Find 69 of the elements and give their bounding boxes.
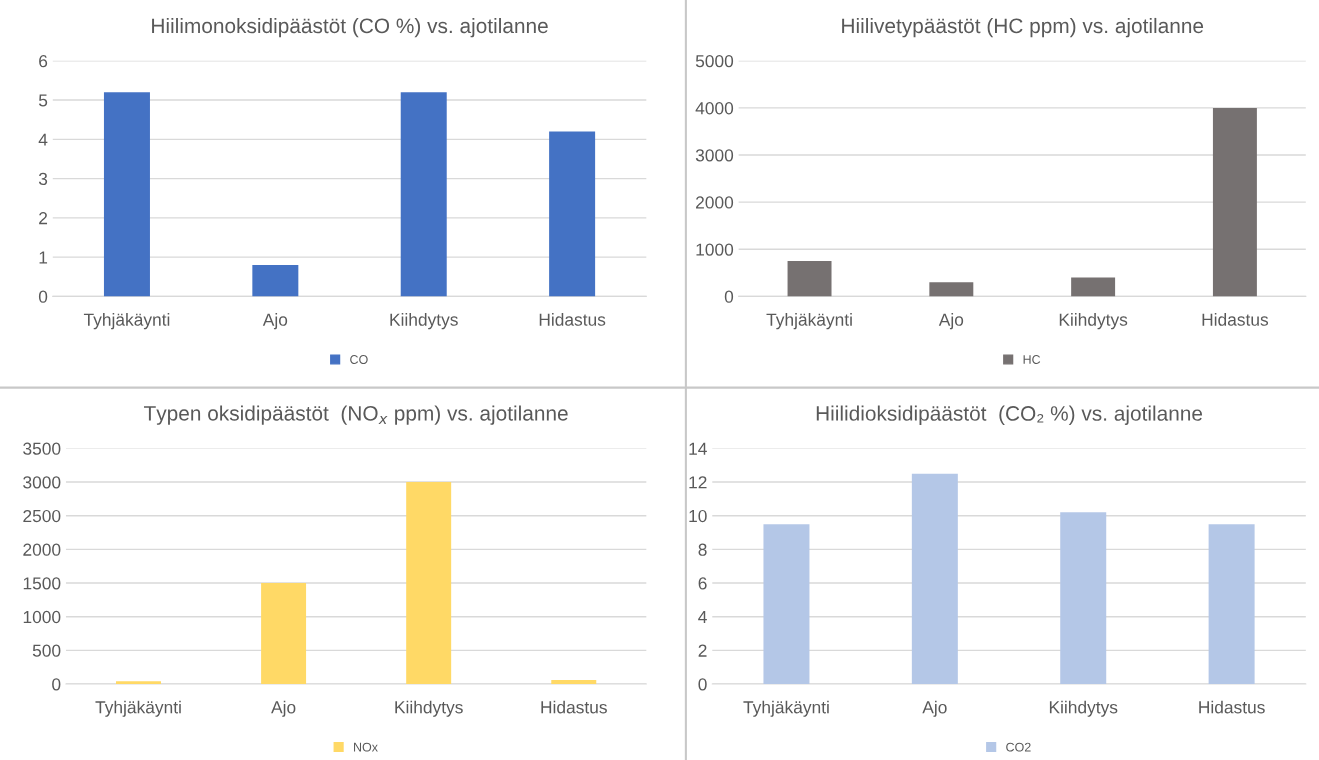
legend-label: CO2 xyxy=(1006,742,1031,752)
bar xyxy=(1071,277,1116,297)
x-tick-label: Tyhjäkäynti xyxy=(83,313,170,330)
y-tick-label: 3000 xyxy=(695,149,734,162)
x-tick-label: Kiihdytys xyxy=(1059,313,1128,330)
bar xyxy=(551,679,597,684)
chart-title: Typen oksidipäästöt (NO$_{x}$ ppm) vs. ajotilanne xyxy=(143,405,568,425)
legend-label: NOx xyxy=(354,742,378,752)
y-tick-label: 4 xyxy=(698,611,707,623)
x-tick-label: Tyhjäkäynti xyxy=(95,700,181,717)
bar xyxy=(911,473,958,684)
bar xyxy=(116,681,161,684)
y-tick-label: 10 xyxy=(689,509,707,523)
y-tick-label: 6 xyxy=(39,54,48,68)
x-tick-label: Kiihdytys xyxy=(390,313,458,330)
y-tick-label: 2000 xyxy=(23,543,61,556)
y-tick-label: 0 xyxy=(724,290,734,303)
y-tick-label: 14 xyxy=(689,442,707,455)
x-tick-label: Ajo xyxy=(922,700,947,717)
chart-title: Hiilidioksidipäästöt (CO₂ %) vs. ajotilanne xyxy=(816,405,1203,425)
y-tick-label: 5 xyxy=(38,94,48,107)
y-tick-label: 0 xyxy=(698,678,707,691)
x-tick-label: Tyhjäkäynti xyxy=(766,313,852,330)
x-tick-label: Hidastus xyxy=(541,700,607,714)
y-tick-label: 2 xyxy=(39,212,48,225)
bar xyxy=(252,264,299,297)
y-tick-label: 1 xyxy=(39,251,48,264)
y-tick-label: 1000 xyxy=(23,610,61,624)
x-tick-label: Kiihdytys xyxy=(395,700,463,717)
bar xyxy=(763,524,810,684)
y-tick-label: 2500 xyxy=(23,509,61,523)
bar xyxy=(549,131,596,297)
bar xyxy=(1060,512,1107,684)
y-tick-label: 4000 xyxy=(695,102,734,115)
bar xyxy=(406,482,452,684)
bar xyxy=(929,282,974,297)
x-tick-label: Hidastus xyxy=(1202,313,1269,326)
legend-label: CO xyxy=(350,355,368,364)
bar xyxy=(103,92,150,297)
x-tick-label: Kiihdytys xyxy=(1049,700,1118,717)
y-tick-label: 1500 xyxy=(23,577,61,590)
x-tick-label: Hidastus xyxy=(539,313,606,326)
x-tick-label: Ajo xyxy=(262,313,288,330)
bar xyxy=(1208,524,1255,684)
y-tick-label: 2000 xyxy=(696,196,734,209)
bar xyxy=(400,92,447,297)
y-tick-label: 3000 xyxy=(23,476,61,489)
y-tick-label: 4 xyxy=(38,133,48,146)
y-tick-label: 2 xyxy=(698,644,707,657)
y-tick-label: 3 xyxy=(38,172,48,186)
y-tick-label: 1000 xyxy=(696,243,734,256)
y-tick-label: 6 xyxy=(698,577,707,590)
x-tick-label: Hidastus xyxy=(1199,700,1265,714)
y-tick-label: 5000 xyxy=(695,54,734,68)
y-tick-label: 8 xyxy=(698,543,707,556)
bar xyxy=(1212,107,1257,297)
chart-title: Hiilimonoksidipäästöt (CO %) vs. ajotilanne xyxy=(152,17,548,38)
legend-label: HC xyxy=(1023,355,1041,364)
y-tick-label: 0 xyxy=(38,290,48,303)
x-tick-label: Tyhjäkäynti xyxy=(743,700,829,717)
bar xyxy=(787,261,832,297)
y-tick-label: 3500 xyxy=(23,442,61,455)
x-tick-label: Ajo xyxy=(938,313,964,330)
chart-title: Hiilivetypäästöt (HC ppm) vs. ajotilanne xyxy=(842,17,1204,38)
y-tick-label: 500 xyxy=(32,644,61,657)
x-tick-label: Ajo xyxy=(271,700,296,717)
bar xyxy=(261,583,307,684)
y-tick-label: 0 xyxy=(52,678,61,691)
y-tick-label: 12 xyxy=(689,476,707,489)
